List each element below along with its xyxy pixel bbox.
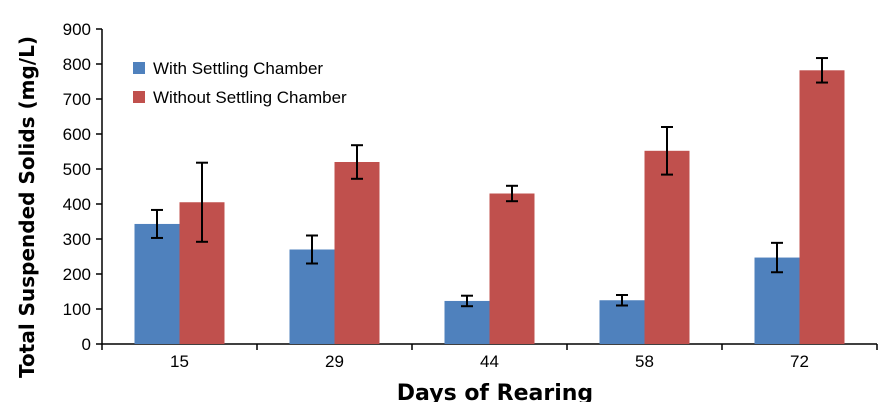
- y-tick-label: 100: [63, 300, 91, 319]
- bar: [134, 223, 180, 344]
- bar: [799, 70, 845, 345]
- bar: [599, 300, 645, 344]
- y-tick-label: 300: [63, 230, 91, 249]
- y-tick-label: 200: [63, 265, 91, 284]
- legend-swatch-without-settling-chamber: [133, 91, 145, 103]
- y-tick-label: 700: [63, 90, 91, 109]
- x-axis-title: Days of Rearing: [397, 381, 593, 402]
- y-axis-title-group: Total Suspended Solids (mg/L): [15, 36, 39, 378]
- plot-area: 0 100 200 300 400 500 600 700 800 900 15 29 44 58 72: [63, 20, 878, 371]
- x-tick-label: 29: [325, 352, 344, 371]
- legend-label-without-settling-chamber: Without Settling Chamber: [153, 88, 347, 107]
- y-tick-label: 0: [82, 335, 91, 354]
- y-tick-label: 900: [63, 20, 91, 39]
- x-tick-label: 58: [635, 352, 654, 371]
- x-tick-label: 72: [790, 352, 809, 371]
- bar: [644, 150, 690, 344]
- bar: [444, 300, 490, 344]
- legend: With Settling Chamber Without Settling C…: [133, 59, 347, 107]
- y-tick-label: 600: [63, 125, 91, 144]
- y-axis-title: Total Suspended Solids (mg/L): [15, 36, 39, 378]
- bar: [289, 249, 335, 344]
- legend-swatch-with-settling-chamber: [133, 62, 145, 74]
- x-tick-label: 44: [480, 352, 499, 371]
- legend-label-with-settling-chamber: With Settling Chamber: [153, 59, 323, 78]
- x-tick-label: 15: [170, 352, 189, 371]
- bar: [334, 162, 380, 344]
- y-tick-label: 500: [63, 160, 91, 179]
- y-tick-label: 400: [63, 195, 91, 214]
- y-tick-label: 800: [63, 55, 91, 74]
- bar: [489, 193, 535, 344]
